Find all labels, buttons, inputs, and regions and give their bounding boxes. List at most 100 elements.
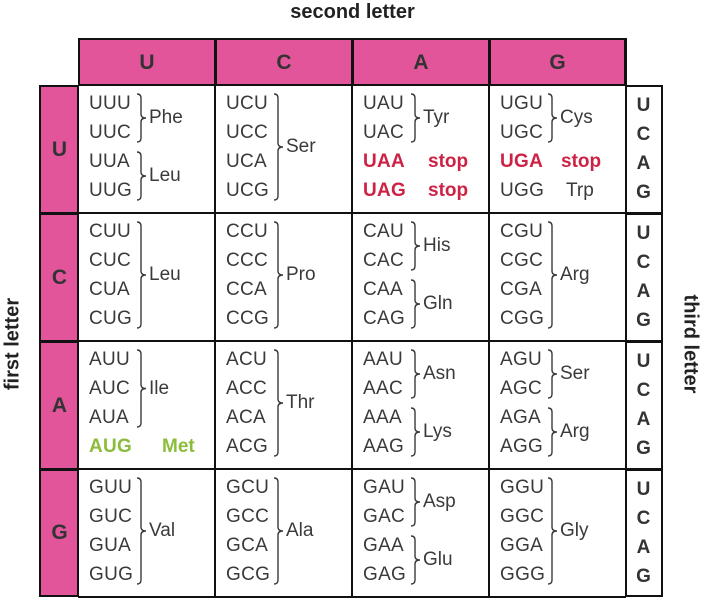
codon-cell-cc: CCU CCC CCA CCG Pro [215,213,352,341]
codon-ccg: CCG [226,308,270,329]
first-letter-header-g: G [39,469,78,597]
codon-ucg: UCG [226,180,270,201]
brace-gly [547,477,558,585]
codon-aga: AGA [500,407,542,428]
third-letter-u: U [636,351,651,372]
codon-agc: AGC [500,378,543,399]
codon-gaa: GAA [363,535,405,556]
codon-guu: GUU [89,477,133,498]
codon-cuc: CUC [89,250,132,271]
amino-acid-label-asp: Asp [423,491,456,512]
codon-ucc: UCC [226,122,269,143]
brace-arg [547,221,558,329]
codon-uaa: UAA [363,151,406,172]
brace-asn [410,349,421,399]
codon-gau: GAU [363,477,406,498]
codon-uua: UUA [89,151,131,172]
brace-asn-path [410,349,421,399]
amino-acid-label-stop: stop [561,151,602,172]
codon-cell-uu: UUU UUC UUA UUG Phe Leu [78,85,215,213]
codon-auu: AUU [89,349,131,370]
third-letter-u: U [636,223,651,244]
third-letter-title: third letter [679,294,702,394]
codon-cuu: CUU [89,221,132,242]
codon-cell-au: AUU AUC AUA AUG Ile Met [78,341,215,469]
codon-uug: UUG [89,180,133,201]
codon-gca: GCA [226,535,269,556]
codon-uga: UGA [500,151,544,172]
codon-acu: ACU [226,349,268,370]
second-letter-header-a: A [352,38,490,85]
brace-asp-path [410,477,421,527]
codon-cga: CGA [500,279,543,300]
codon-ugg: UGG [500,180,545,201]
codon-aau: AAU [363,349,403,370]
third-letter-c: C [636,124,651,145]
codon-gcc: GCC [226,506,270,527]
third-letter-u: U [636,479,651,500]
codon-uuu: UUU [89,93,132,114]
codon-auc: AUC [89,378,131,399]
codon-ugu: UGU [500,93,544,114]
codon-cell-cg: CGU CGC CGA CGG Arg [489,213,626,341]
second-letter-header-u: U [78,38,216,85]
codon-cell-gu: GUU GUC GUA GUG Val [78,469,215,597]
brace-pro [273,221,284,329]
amino-acid-label-gln: Gln [423,293,453,314]
codon-cell-ua: UAU UAC UAA UAG Tyr stop stop [352,85,489,213]
brace-ser-path [547,349,558,399]
brace-glu-path [410,535,421,585]
codon-cug: CUG [89,308,133,329]
brace-leu [136,151,147,201]
third-letter-g: G [636,182,651,203]
amino-acid-label-arg: Arg [560,264,590,285]
brace-leu [136,221,147,329]
brace-arg-path [547,221,558,329]
third-letter-g: G [636,566,651,587]
codon-cac: CAC [363,250,405,271]
codon-cell-cu: CUU CUC CUA CUG Leu [78,213,215,341]
brace-ile [136,349,147,428]
first-letter-header-u: U [39,85,78,214]
brace-his-path [410,221,421,271]
brace-arg [547,407,558,457]
brace-leu-path [136,151,147,201]
codon-gag: GAG [363,564,407,585]
brace-ala [273,477,284,585]
codon-agg: AGG [500,436,544,457]
codon-gug: GUG [89,564,134,585]
third-letter-c: C [636,252,651,273]
codon-ucu: UCU [226,93,269,114]
codon-aua: AUA [89,407,129,428]
codon-ccu: CCU [226,221,269,242]
amino-acid-label-ser: Ser [560,363,590,384]
codon-gcu: GCU [226,477,270,498]
first-letter-title: first letter [1,297,24,391]
amino-acid-label-leu: Leu [149,264,181,285]
codon-cell-ag: AGU AGC AGA AGG Ser Arg [489,341,626,469]
codon-acc: ACC [226,378,268,399]
brace-ala-path [273,477,284,585]
brace-ile-path [136,349,147,428]
codon-uag: UAG [363,180,407,201]
brace-arg-path [547,407,558,457]
codon-gac: GAC [363,506,406,527]
codon-uau: UAU [363,93,405,114]
codon-ggc: GGC [500,506,545,527]
codon-ugc: UGC [500,122,544,143]
amino-acid-label-met: Met [162,436,195,457]
amino-acid-label-stop: stop [428,180,469,201]
codon-aac: AAC [363,378,403,399]
brace-gly-path [547,477,558,585]
brace-phe [136,93,147,143]
brace-tyr [410,93,421,143]
amino-acid-label-glu: Glu [423,549,453,570]
codon-aug: AUG [89,436,133,457]
codon-cell-aa: AAU AAC AAA AAG Asn Lys [352,341,489,469]
codon-cag: CAG [363,308,406,329]
brace-phe-path [136,93,147,143]
